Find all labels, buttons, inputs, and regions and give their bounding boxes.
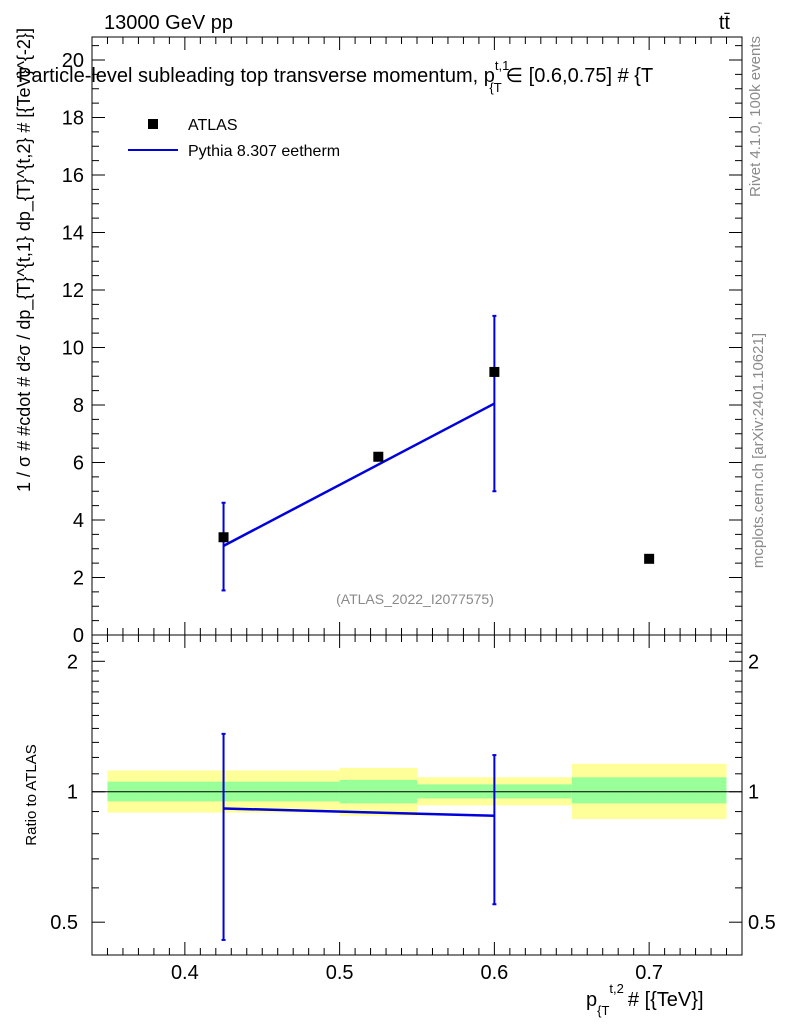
ratio-plot-frame: [91, 634, 743, 956]
ratio-y-tick-label-right: 0.5: [748, 912, 776, 934]
x-axis-label-main: p: [586, 989, 597, 1011]
ratio-mc-line: [223, 807, 495, 818]
legend: ATLAS Pythia 8.307 eetherm: [128, 117, 340, 160]
x-axis-label-tail: # [{TeV}]: [628, 989, 704, 1011]
main-plot-area: [92, 37, 742, 635]
y-tick-label: 16: [62, 165, 84, 187]
mc-series-line: [222, 402, 495, 547]
data-point: [489, 366, 500, 377]
x-tick-label: 0.5: [326, 962, 354, 984]
rivet-version-label: Rivet 4.1.0, 100k events: [747, 36, 764, 197]
x-tick-label: 0.7: [635, 962, 663, 984]
chart-title-sup: t,1: [495, 58, 509, 73]
y-tick-label: 2: [73, 568, 84, 590]
ratio-y-tick-label-right: 2: [748, 651, 759, 673]
chart-title-sub: {T: [489, 80, 501, 95]
legend-data-label: ATLAS: [188, 117, 238, 134]
y-tick-label: 10: [62, 338, 84, 360]
chart-title-tail: ∈ [0.6,0.75] # {T: [506, 65, 654, 87]
main-ylabel: 1 / σ # #cdot # d²σ / dp_{T}^{t,1} dp_{T…: [14, 28, 35, 492]
x-axis-label: p{Tt,2 # [{TeV}]: [586, 981, 704, 1018]
energy-label: 13000 GeV pp: [104, 12, 233, 34]
x-axis-label-sup: t,2: [609, 981, 623, 996]
x-tick-label: 0.6: [480, 962, 508, 984]
ratio-y-tick-label-left: 2: [67, 651, 78, 673]
chart-title-main: Particle-level subleading top transverse…: [18, 65, 495, 87]
ratio-y-tick-label-left: 1: [67, 782, 78, 804]
y-tick-label: 4: [73, 510, 84, 532]
data-point: [373, 451, 384, 462]
analysis-watermark: (ATLAS_2022_I2077575): [336, 591, 494, 607]
x-tick-label: 0.4: [171, 962, 199, 984]
ratio-band-inner: [571, 777, 727, 804]
data-point: [218, 532, 229, 543]
y-tick-label: 20: [62, 50, 84, 72]
y-tick-label: 12: [62, 280, 84, 302]
ratio-y-tick-label-right: 1: [748, 782, 759, 804]
process-label: tt̄: [719, 12, 731, 34]
ratio-ylabel: Ratio to ATLAS: [23, 744, 40, 845]
y-tick-label: 8: [73, 395, 84, 417]
x-axis-label-sub: {T: [597, 1003, 609, 1018]
chart-title: Particle-level subleading top transverse…: [18, 58, 653, 95]
data-point: [644, 553, 655, 564]
y-tick-label: 18: [62, 108, 84, 130]
legend-mc-label: Pythia 8.307 eetherm: [188, 143, 340, 160]
y-tick-label: 6: [73, 453, 84, 475]
ratio-y-tick-label-left: 0.5: [50, 912, 78, 934]
y-tick-label: 14: [62, 223, 84, 245]
y-tick-label: 0: [73, 625, 84, 647]
legend-data-marker: [148, 119, 158, 129]
mcplots-label: mcplots.cern.ch [arXiv:2401.10621]: [750, 333, 767, 568]
